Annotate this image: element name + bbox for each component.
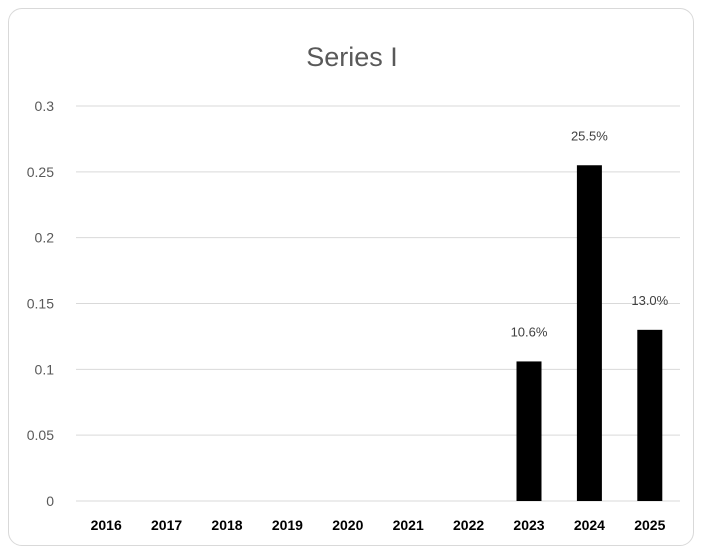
bar-2025 [637,329,663,501]
x-tick-label-2021: 2021 [393,517,424,533]
x-tick-label-2018: 2018 [211,517,242,533]
y-axis-ticks: 0 0.05 0.1 0.15 0.2 0.25 0.3 [27,98,54,509]
bar-2023 [516,361,542,501]
y-tick-label: 0.25 [27,164,54,180]
bar-2024 [576,165,602,501]
y-tick-label: 0.05 [27,427,54,443]
x-tick-label-2019: 2019 [272,517,303,533]
chart-title: Series I [306,42,398,72]
y-tick-label: 0.3 [35,98,55,114]
x-axis-ticks: 2016 2017 2018 2019 2020 2021 2022 2023 2024 2025 [91,517,666,533]
y-tick-label: 0.15 [27,296,54,312]
x-tick-label-2022: 2022 [453,517,484,533]
bars [516,165,663,501]
x-tick-label-2023: 2023 [513,517,544,533]
x-tick-label-2016: 2016 [91,517,122,533]
y-tick-label: 0 [46,493,54,509]
x-tick-label-2024: 2024 [574,517,605,533]
data-label-2023: 10.6% [511,324,548,339]
data-label-2024: 25.5% [571,128,608,143]
y-tick-label: 0.1 [35,361,55,377]
data-labels: 10.6% 25.5% 13.0% [511,128,669,339]
x-tick-label-2020: 2020 [332,517,363,533]
x-tick-label-2017: 2017 [151,517,182,533]
x-tick-label-2025: 2025 [634,517,665,533]
y-tick-label: 0.2 [35,230,55,246]
data-label-2025: 13.0% [631,293,668,308]
